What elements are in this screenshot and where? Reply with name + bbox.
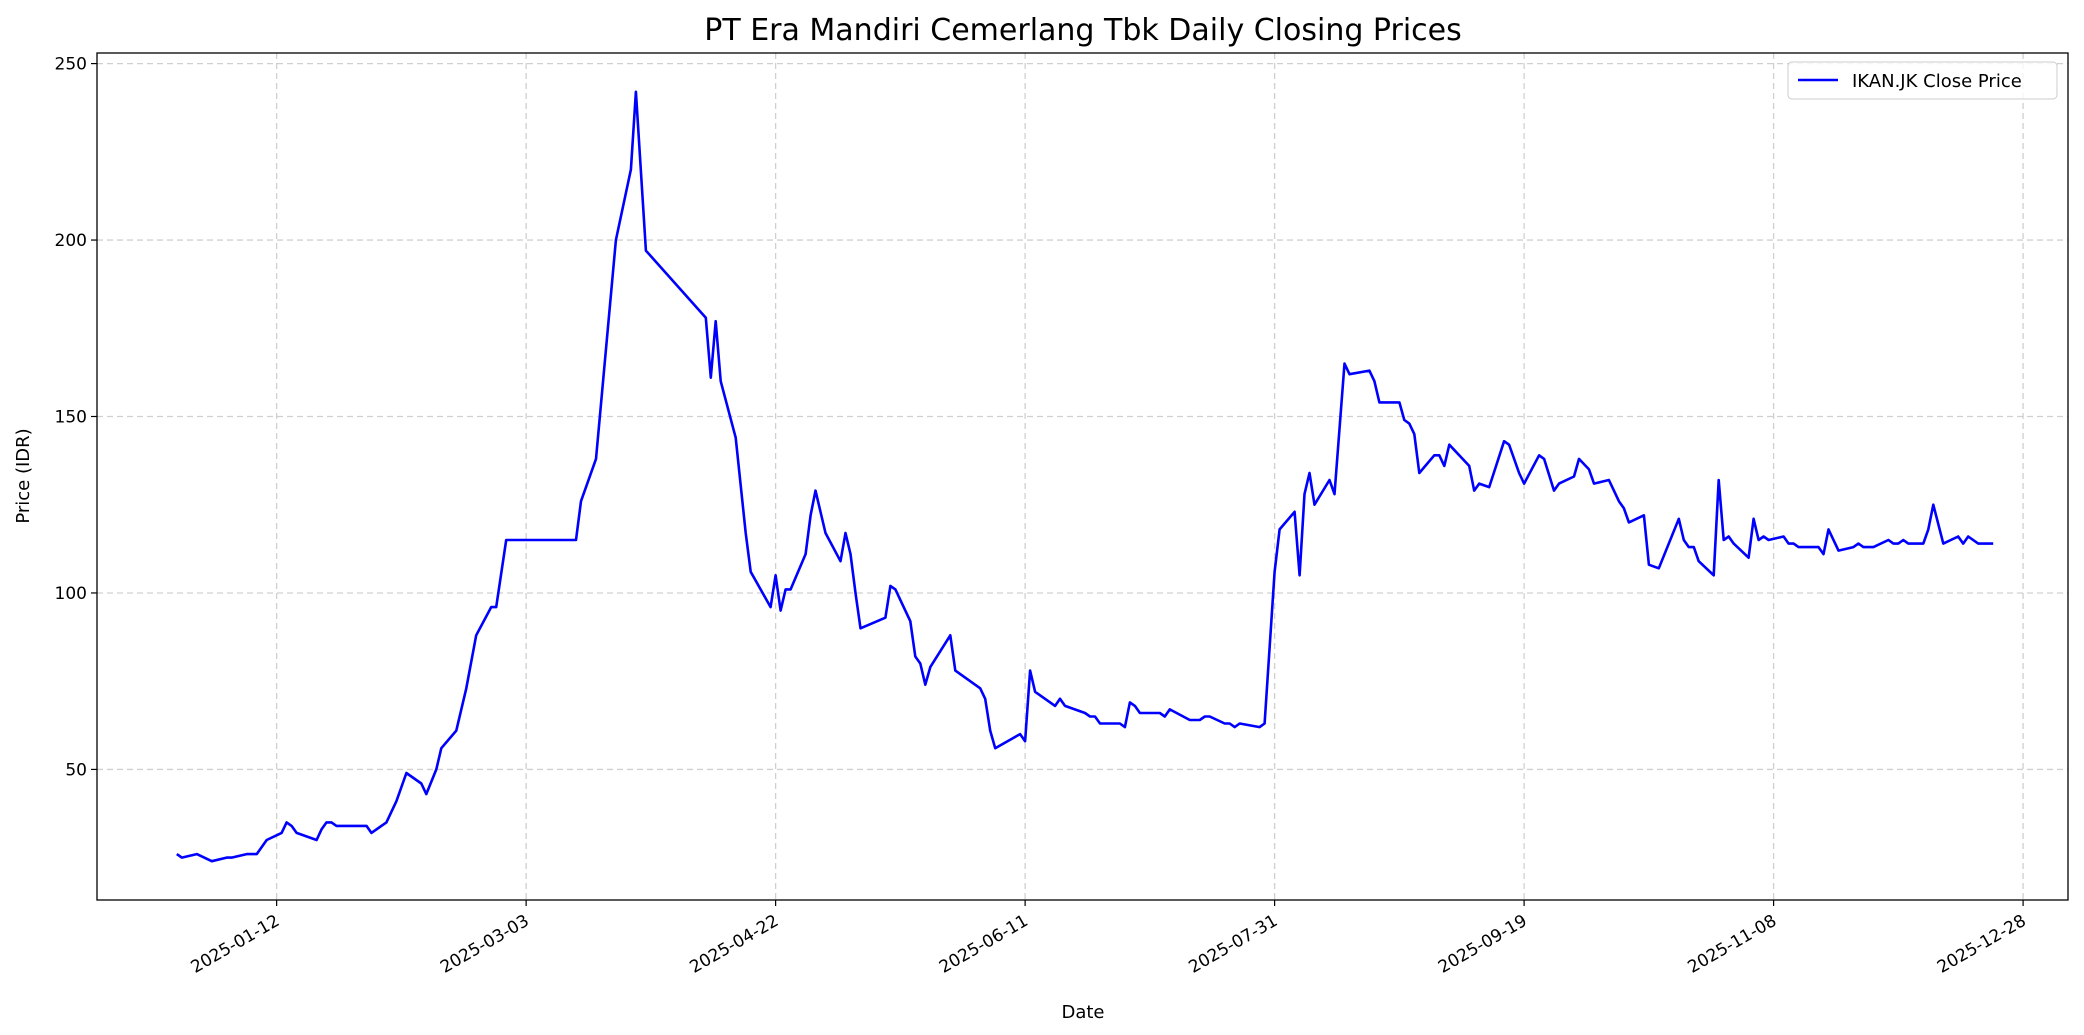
price-line bbox=[176, 90, 1994, 863]
chart-title: PT Era Mandiri Cemerlang Tbk Daily Closi… bbox=[704, 13, 1462, 48]
x-tick-label: 2025-03-03 bbox=[437, 911, 533, 978]
legend-box bbox=[1787, 61, 2058, 100]
legend: IKAN.JK Close Price bbox=[1787, 61, 2058, 100]
series-layer bbox=[176, 90, 1994, 863]
y-tick-label: 200 bbox=[55, 231, 87, 251]
x-tick-label: 2025-12-28 bbox=[1934, 911, 2030, 978]
x-tick-label: 2025-07-31 bbox=[1186, 911, 1282, 978]
y-axis: 50 100 150 200 250 bbox=[55, 55, 97, 780]
x-tick-label: 2025-01-12 bbox=[188, 911, 284, 978]
y-tick-label: 50 bbox=[65, 760, 87, 780]
x-tick-label: 2025-06-11 bbox=[936, 911, 1032, 978]
x-tick-label: 2025-09-19 bbox=[1435, 911, 1531, 978]
grid bbox=[97, 53, 2068, 900]
legend-label: IKAN.JK Close Price bbox=[1852, 71, 2022, 92]
x-tick-label: 2025-11-08 bbox=[1685, 911, 1781, 978]
y-tick-label: 100 bbox=[55, 584, 87, 604]
y-axis-label: Price (IDR) bbox=[13, 428, 34, 523]
x-tick-label: 2025-04-22 bbox=[687, 911, 783, 978]
y-tick-label: 150 bbox=[55, 408, 87, 428]
plot-area-frame bbox=[96, 52, 2069, 901]
x-axis: 2025-01-12 2025-03-03 2025-04-22 2025-06-11… bbox=[188, 900, 2030, 978]
y-tick-label: 250 bbox=[55, 55, 87, 75]
x-axis-label: Date bbox=[1061, 1002, 1104, 1023]
